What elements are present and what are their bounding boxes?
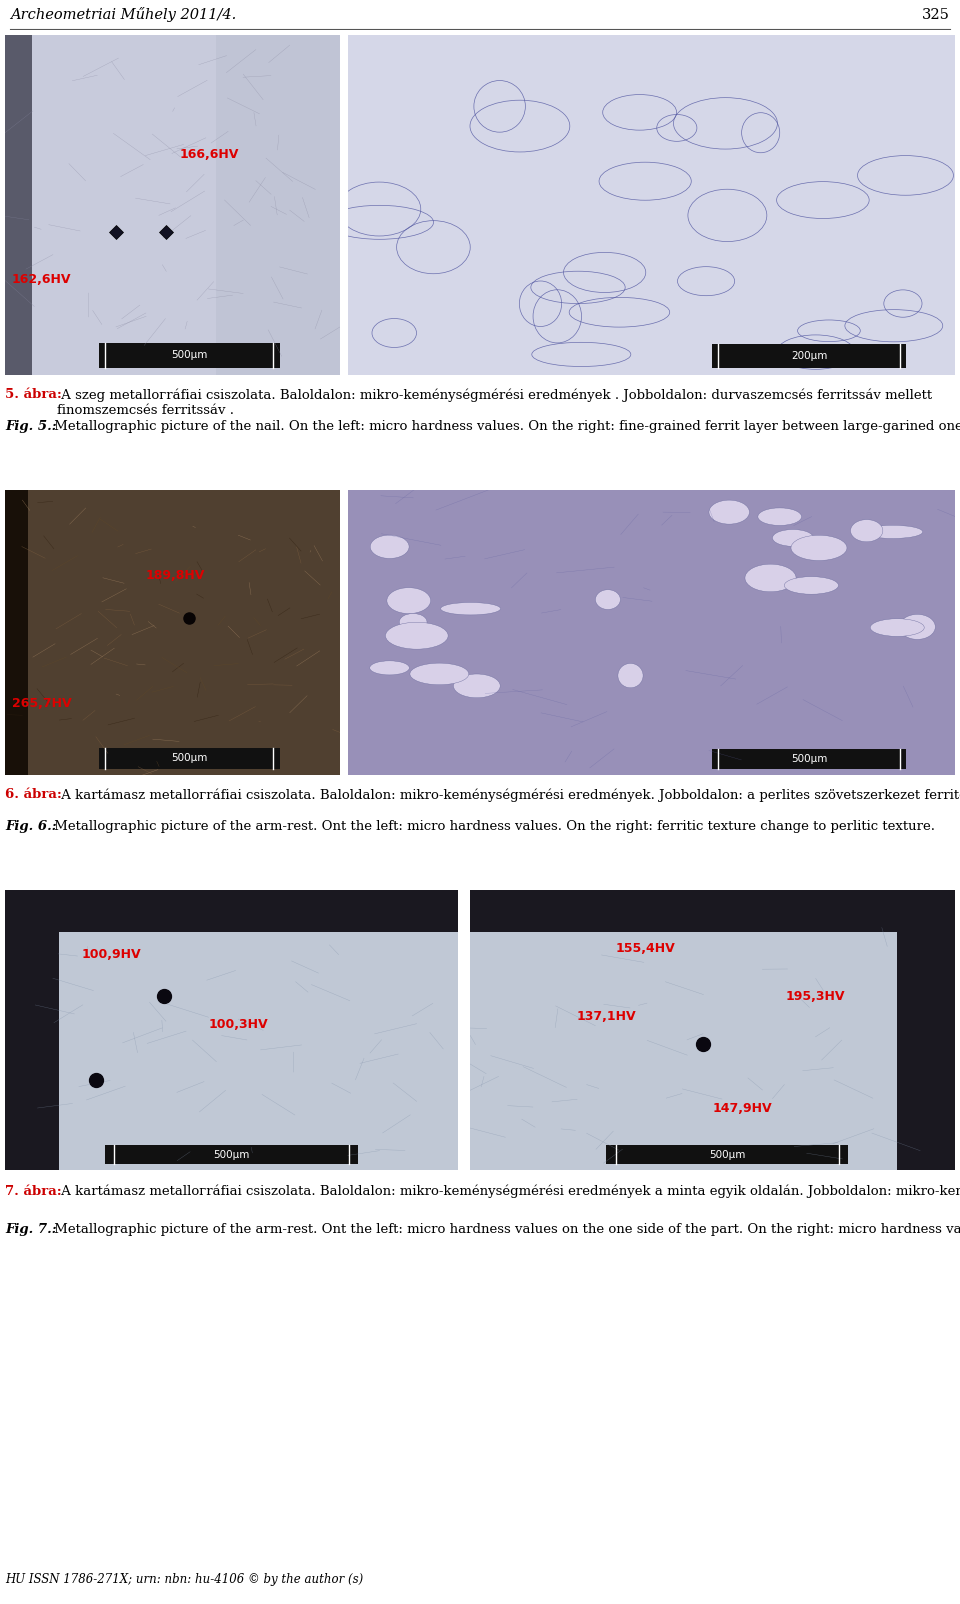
Text: Fig. 7.:: Fig. 7.: xyxy=(5,1222,57,1237)
Text: 7. ábra:: 7. ábra: xyxy=(5,1185,61,1198)
Ellipse shape xyxy=(745,565,796,592)
Text: 500μm: 500μm xyxy=(708,1150,745,1160)
Text: Metallographic picture of the arm-rest. Ont the left: micro hardness values. On : Metallographic picture of the arm-rest. … xyxy=(50,820,935,832)
Bar xyxy=(99,747,279,770)
Text: HU ISSN 1786-271X; urn: nbn: hu-4106 © by the author (s): HU ISSN 1786-271X; urn: nbn: hu-4106 © b… xyxy=(5,1572,363,1585)
Ellipse shape xyxy=(370,661,409,675)
Ellipse shape xyxy=(453,674,500,698)
Ellipse shape xyxy=(863,525,923,539)
Text: 6. ábra:: 6. ábra: xyxy=(5,788,61,800)
Ellipse shape xyxy=(900,614,935,640)
Ellipse shape xyxy=(784,576,838,593)
Text: 500μm: 500μm xyxy=(213,1150,250,1160)
Bar xyxy=(712,749,906,770)
Bar xyxy=(5,890,458,932)
Bar xyxy=(470,890,955,932)
Bar xyxy=(99,343,279,369)
Text: Fig. 6.:: Fig. 6.: xyxy=(5,820,57,832)
Text: 500μm: 500μm xyxy=(171,350,207,361)
Text: A szeg metallогráfiai csiszolata. Baloldalon: mikro-keménységmérési eredmények .: A szeg metallогráfiai csiszolata. Balold… xyxy=(57,388,932,417)
Bar xyxy=(105,1145,358,1165)
Ellipse shape xyxy=(618,664,643,688)
Ellipse shape xyxy=(399,613,427,630)
Bar xyxy=(606,1145,849,1165)
Text: 147,9HV: 147,9HV xyxy=(712,1102,772,1115)
Text: 200μm: 200μm xyxy=(791,351,828,361)
Ellipse shape xyxy=(773,529,813,547)
Text: Fig. 5.:: Fig. 5.: xyxy=(5,420,57,433)
Ellipse shape xyxy=(851,520,883,542)
Ellipse shape xyxy=(410,662,468,685)
Ellipse shape xyxy=(371,536,409,558)
Ellipse shape xyxy=(595,590,620,610)
Bar xyxy=(32,35,216,375)
Text: 265,7HV: 265,7HV xyxy=(12,698,71,711)
Text: 155,4HV: 155,4HV xyxy=(615,942,675,956)
Bar xyxy=(897,890,955,1169)
Ellipse shape xyxy=(871,619,924,637)
Bar xyxy=(5,890,60,1169)
Text: 500μm: 500μm xyxy=(791,754,828,765)
Ellipse shape xyxy=(757,508,802,526)
Bar xyxy=(5,35,32,375)
Ellipse shape xyxy=(386,622,448,650)
Ellipse shape xyxy=(791,536,847,560)
Text: 325: 325 xyxy=(923,8,950,22)
Bar xyxy=(712,345,906,369)
Text: A kartámasz metallогráfiai csiszolata. Baloldalon: mikro-keménységmérési eredmén: A kartámasz metallогráfiai csiszolata. B… xyxy=(57,788,960,802)
Text: 166,6HV: 166,6HV xyxy=(180,148,239,160)
Bar xyxy=(5,489,29,775)
Text: 189,8HV: 189,8HV xyxy=(146,569,205,582)
Text: 137,1HV: 137,1HV xyxy=(577,1009,636,1022)
Ellipse shape xyxy=(708,500,750,525)
Text: A kartámasz metallогráfiai csiszolata. Baloldalon: mikro-keménységmérési eredmén: A kartámasz metallогráfiai csiszolata. B… xyxy=(57,1185,960,1198)
Text: Archeometriai Műhely 2011/4.: Archeometriai Műhely 2011/4. xyxy=(10,8,236,22)
Text: 100,3HV: 100,3HV xyxy=(209,1019,269,1031)
Text: Metallographic picture of the arm-rest. Ont the left: micro hardness values on t: Metallographic picture of the arm-rest. … xyxy=(50,1222,960,1237)
Text: 162,6HV: 162,6HV xyxy=(12,273,71,286)
Ellipse shape xyxy=(387,587,431,614)
Text: 100,9HV: 100,9HV xyxy=(82,948,142,961)
Text: 195,3HV: 195,3HV xyxy=(785,990,845,1002)
Text: 5. ábra:: 5. ábra: xyxy=(5,388,61,401)
Text: Metallographic picture of the nail. On the left: micro hardness values. On the r: Metallographic picture of the nail. On t… xyxy=(50,420,960,433)
Ellipse shape xyxy=(441,603,500,614)
Text: 500μm: 500μm xyxy=(171,754,207,764)
